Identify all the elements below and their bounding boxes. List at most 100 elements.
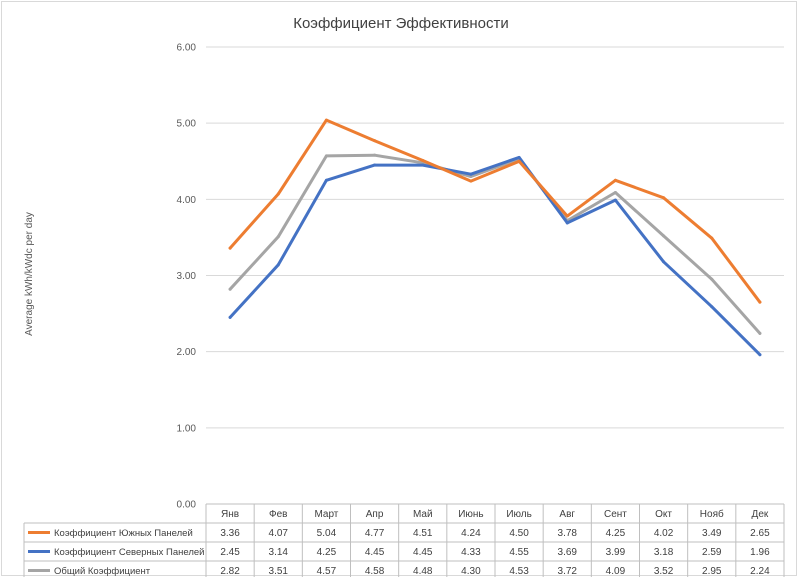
data-point	[565, 214, 569, 218]
gridlines	[206, 46, 784, 429]
data-point	[276, 263, 280, 267]
data-label: 2.95	[702, 566, 722, 577]
data-point	[324, 118, 328, 122]
chart-title: Коэффициент Эффективности	[293, 15, 509, 32]
data-label: 4.45	[365, 547, 385, 558]
data-point	[710, 277, 714, 281]
data-point	[758, 300, 762, 304]
data-point	[324, 154, 328, 158]
series-line	[228, 153, 762, 335]
legend-entry: Коэффициент Северных Панелей	[54, 547, 204, 558]
data-label: 4.51	[413, 528, 433, 539]
data-label: 2.45	[220, 547, 240, 558]
data-point	[373, 139, 377, 143]
data-label: 3.78	[558, 528, 578, 539]
x-tick-label: Окт	[655, 509, 672, 520]
data-point	[758, 353, 762, 357]
data-label: 3.49	[702, 528, 722, 539]
data-point	[758, 331, 762, 335]
data-label: 2.24	[750, 566, 770, 577]
data-label: 3.51	[269, 566, 289, 577]
data-label: 1.96	[750, 547, 770, 558]
x-tick-label: Май	[413, 509, 433, 520]
y-tick-label: 3.00	[177, 271, 197, 282]
data-point	[662, 234, 666, 238]
data-label: 3.52	[654, 566, 674, 577]
data-point	[710, 305, 714, 309]
data-point	[613, 178, 617, 182]
data-label: 4.53	[509, 566, 529, 577]
data-label: 4.25	[606, 528, 626, 539]
y-tick-label: 4.00	[177, 195, 197, 206]
data-label: 4.58	[365, 566, 385, 577]
y-tick-label: 5.00	[177, 119, 197, 130]
data-label: 3.14	[269, 547, 289, 558]
data-label: 4.48	[413, 566, 433, 577]
data-point	[613, 198, 617, 202]
data-point	[228, 246, 232, 250]
data-point	[662, 196, 666, 200]
data-label: 4.24	[461, 528, 481, 539]
data-label: 3.36	[220, 528, 240, 539]
data-label: 2.65	[750, 528, 770, 539]
x-tick-label: Июнь	[458, 509, 483, 520]
data-label: 2.59	[702, 547, 722, 558]
data-point	[469, 174, 473, 178]
data-label: 4.57	[317, 566, 337, 577]
data-point	[228, 315, 232, 319]
data-label: 4.07	[269, 528, 289, 539]
data-table: Янв Фев Март Апр Май Июнь Июль Авг Сент Окт Нояб Де…	[23, 503, 785, 577]
data-label: 3.72	[558, 566, 578, 577]
x-tick-label: Июль	[506, 509, 532, 520]
data-label: 4.55	[509, 547, 529, 558]
data-point	[469, 179, 473, 183]
y-tick-label: 0.00	[177, 500, 197, 511]
y-axis-label: Average kWh/kWdc per day	[24, 212, 35, 336]
data-label: 3.18	[654, 547, 674, 558]
data-point	[324, 178, 328, 182]
data-point	[517, 159, 521, 163]
data-point	[228, 287, 232, 291]
data-point	[276, 235, 280, 239]
data-point	[276, 192, 280, 196]
data-point	[662, 260, 666, 264]
data-point	[710, 236, 714, 240]
series-line	[228, 118, 762, 304]
data-label: 4.33	[461, 547, 481, 558]
data-label: 4.30	[461, 566, 481, 577]
x-tick-label: Апр	[366, 509, 384, 520]
legend-entry: Коэффициент Южных Панелей	[54, 528, 193, 539]
data-label: 4.50	[509, 528, 529, 539]
x-tick-label: Сент	[604, 509, 627, 520]
data-point	[469, 172, 473, 176]
data-label: 4.77	[365, 528, 385, 539]
data-point	[373, 153, 377, 157]
y-tick-label: 1.00	[177, 423, 197, 434]
legend-entry: Общий Коэффициент	[54, 566, 151, 577]
data-point	[373, 163, 377, 167]
x-tick-label: Янв	[221, 509, 239, 520]
data-label: 2.82	[220, 566, 240, 577]
data-point	[565, 221, 569, 225]
data-label: 5.04	[317, 528, 337, 539]
data-label: 4.45	[413, 547, 433, 558]
x-tick-label: Март	[314, 509, 338, 520]
series-line	[228, 155, 762, 357]
x-tick-label: Фев	[269, 509, 287, 520]
x-tick-label: Авг	[559, 509, 575, 520]
data-label: 4.09	[606, 566, 626, 577]
y-tick-label: 2.00	[177, 347, 197, 358]
y-tick-label: 6.00	[177, 43, 197, 54]
data-label: 4.25	[317, 547, 337, 558]
data-point	[613, 190, 617, 194]
data-point	[421, 163, 425, 167]
x-tick-label: Нояб	[700, 508, 724, 520]
y-axis-ticks: 0.00 1.00 2.00 3.00 4.00 5.00 6.00	[177, 43, 197, 511]
x-tick-label: Дек	[752, 509, 769, 520]
data-label: 4.02	[654, 528, 674, 539]
data-point	[517, 155, 521, 159]
data-label: 3.99	[606, 547, 626, 558]
data-label: 3.69	[558, 547, 578, 558]
